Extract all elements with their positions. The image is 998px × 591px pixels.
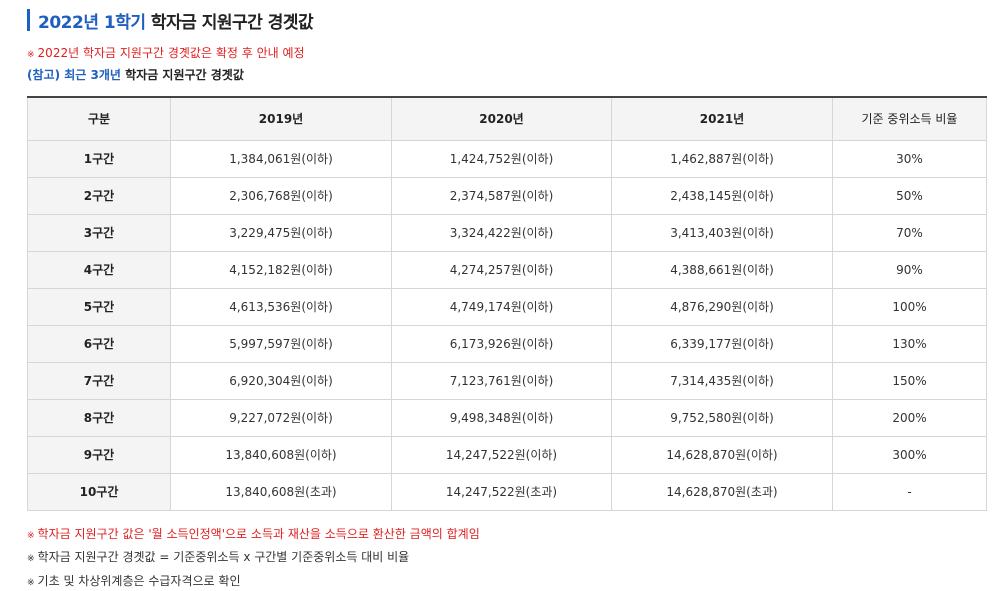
median-ratio: 100%	[832, 287, 987, 326]
value-2020: 14,247,522원(이하)	[391, 435, 612, 474]
value-2019: 5,997,597원(이하)	[170, 324, 392, 363]
subtitle-highlight: (참고) 최근 3개년	[27, 68, 121, 82]
note-bottom-3-text: 기초 및 차상위계층은 수급자격으로 확인	[37, 574, 241, 588]
median-ratio: 30%	[832, 139, 987, 178]
table-row: 3구간 3,229,475원(이하) 3,324,422원(이하) 3,413,403…	[27, 213, 987, 252]
value-2019: 13,840,608원(초과)	[170, 472, 392, 511]
value-2021: 6,339,177원(이하)	[611, 324, 833, 363]
value-2021: 14,628,870원(이하)	[611, 435, 833, 474]
value-2021: 4,876,290원(이하)	[611, 287, 833, 326]
median-ratio: -	[832, 472, 987, 511]
col-header-2020: 2020년	[391, 96, 612, 141]
median-ratio: 150%	[832, 361, 987, 400]
col-header-median-ratio: 기준 중위소득 비율	[832, 96, 987, 141]
col-header-2019: 2019년	[170, 96, 392, 141]
subtitle-rest: 학자금 지원구간 경곗값	[120, 68, 244, 82]
bracket-label: 4구간	[27, 250, 171, 289]
income-bracket-table: 구분 2019년 2020년 2021년 기준 중위소득 비율 1구간 1,384…	[27, 96, 987, 511]
median-ratio: 90%	[832, 250, 987, 289]
bracket-label: 10구간	[27, 472, 171, 511]
note-bottom-2: ※ 학자금 지원구간 경곗값 = 기준중위소득 x 구간별 기준중위소득 대비 비…	[27, 548, 409, 565]
table-header-row: 구분 2019년 2020년 2021년 기준 중위소득 비율	[27, 96, 987, 141]
section-header: 2022년 1학기 학자금 지원구간 경곗값	[27, 8, 314, 33]
table-row: 10구간 13,840,608원(초과) 14,247,522원(초과) 14,628…	[27, 472, 987, 511]
table-row: 9구간 13,840,608원(이하) 14,247,522원(이하) 14,628,…	[27, 435, 987, 474]
bracket-label: 9구간	[27, 435, 171, 474]
value-2021: 2,438,145원(이하)	[611, 176, 833, 215]
value-2020: 4,274,257원(이하)	[391, 250, 612, 289]
table-row: 6구간 5,997,597원(이하) 6,173,926원(이하) 6,339,177…	[27, 324, 987, 363]
value-2020: 1,424,752원(이하)	[391, 139, 612, 178]
value-2020: 3,324,422원(이하)	[391, 213, 612, 252]
notice-pending: ※ 2022년 학자금 지원구간 경곗값은 확정 후 안내 예정	[27, 44, 305, 61]
reference-subtitle: (참고) 최근 3개년 학자금 지원구간 경곗값	[27, 66, 244, 83]
value-2021: 14,628,870원(초과)	[611, 472, 833, 511]
table-row: 7구간 6,920,304원(이하) 7,123,761원(이하) 7,314,435…	[27, 361, 987, 400]
value-2021: 3,413,403원(이하)	[611, 213, 833, 252]
value-2020: 6,173,926원(이하)	[391, 324, 612, 363]
bracket-label: 3구간	[27, 213, 171, 252]
value-2019: 13,840,608원(이하)	[170, 435, 392, 474]
median-ratio: 70%	[832, 213, 987, 252]
col-header-2021: 2021년	[611, 96, 833, 141]
table-row: 5구간 4,613,536원(이하) 4,749,174원(이하) 4,876,290…	[27, 287, 987, 326]
page-title: 2022년 1학기 학자금 지원구간 경곗값	[38, 8, 314, 33]
table-row: 4구간 4,152,182원(이하) 4,274,257원(이하) 4,388,661…	[27, 250, 987, 289]
note-bottom-2-text: 학자금 지원구간 경곗값 = 기준중위소득 x 구간별 기준중위소득 대비 비율	[37, 550, 410, 564]
table-row: 2구간 2,306,768원(이하) 2,374,587원(이하) 2,438,145…	[27, 176, 987, 215]
bracket-label: 5구간	[27, 287, 171, 326]
table-row: 1구간 1,384,061원(이하) 1,424,752원(이하) 1,462,887…	[27, 139, 987, 178]
bracket-label: 6구간	[27, 324, 171, 363]
value-2019: 4,152,182원(이하)	[170, 250, 392, 289]
value-2019: 4,613,536원(이하)	[170, 287, 392, 326]
reference-mark-icon: ※	[27, 554, 35, 564]
value-2019: 2,306,768원(이하)	[170, 176, 392, 215]
note-bottom-1: ※ 학자금 지원구간 값은 '월 소득인정액'으로 소득과 재산을 소득으로 환산…	[27, 525, 480, 542]
value-2019: 6,920,304원(이하)	[170, 361, 392, 400]
median-ratio: 50%	[832, 176, 987, 215]
median-ratio: 300%	[832, 435, 987, 474]
value-2019: 3,229,475원(이하)	[170, 213, 392, 252]
value-2021: 9,752,580원(이하)	[611, 398, 833, 437]
value-2020: 2,374,587원(이하)	[391, 176, 612, 215]
title-accent-bar	[27, 9, 30, 31]
value-2021: 1,462,887원(이하)	[611, 139, 833, 178]
note-bottom-3: ※ 기초 및 차상위계층은 수급자격으로 확인	[27, 572, 241, 589]
value-2021: 4,388,661원(이하)	[611, 250, 833, 289]
median-ratio: 130%	[832, 324, 987, 363]
bracket-label: 1구간	[27, 139, 171, 178]
bracket-label: 8구간	[27, 398, 171, 437]
table-body: 1구간 1,384,061원(이하) 1,424,752원(이하) 1,462,887…	[27, 139, 987, 511]
bracket-label: 7구간	[27, 361, 171, 400]
value-2020: 7,123,761원(이하)	[391, 361, 612, 400]
reference-mark-icon: ※	[27, 578, 35, 588]
note-bottom-1-text: 학자금 지원구간 값은 '월 소득인정액'으로 소득과 재산을 소득으로 환산한…	[37, 527, 480, 541]
reference-mark-icon: ※	[27, 50, 35, 60]
value-2019: 1,384,061원(이하)	[170, 139, 392, 178]
median-ratio: 200%	[832, 398, 987, 437]
value-2019: 9,227,072원(이하)	[170, 398, 392, 437]
value-2020: 14,247,522원(초과)	[391, 472, 612, 511]
col-header-category: 구분	[27, 96, 171, 141]
title-rest: 학자금 지원구간 경곗값	[145, 12, 314, 33]
bracket-label: 2구간	[27, 176, 171, 215]
notice-pending-text: 2022년 학자금 지원구간 경곗값은 확정 후 안내 예정	[37, 46, 305, 60]
value-2020: 9,498,348원(이하)	[391, 398, 612, 437]
value-2020: 4,749,174원(이하)	[391, 287, 612, 326]
table-row: 8구간 9,227,072원(이하) 9,498,348원(이하) 9,752,580…	[27, 398, 987, 437]
value-2021: 7,314,435원(이하)	[611, 361, 833, 400]
title-highlight: 2022년 1학기	[38, 12, 146, 33]
reference-mark-icon: ※	[27, 531, 35, 541]
